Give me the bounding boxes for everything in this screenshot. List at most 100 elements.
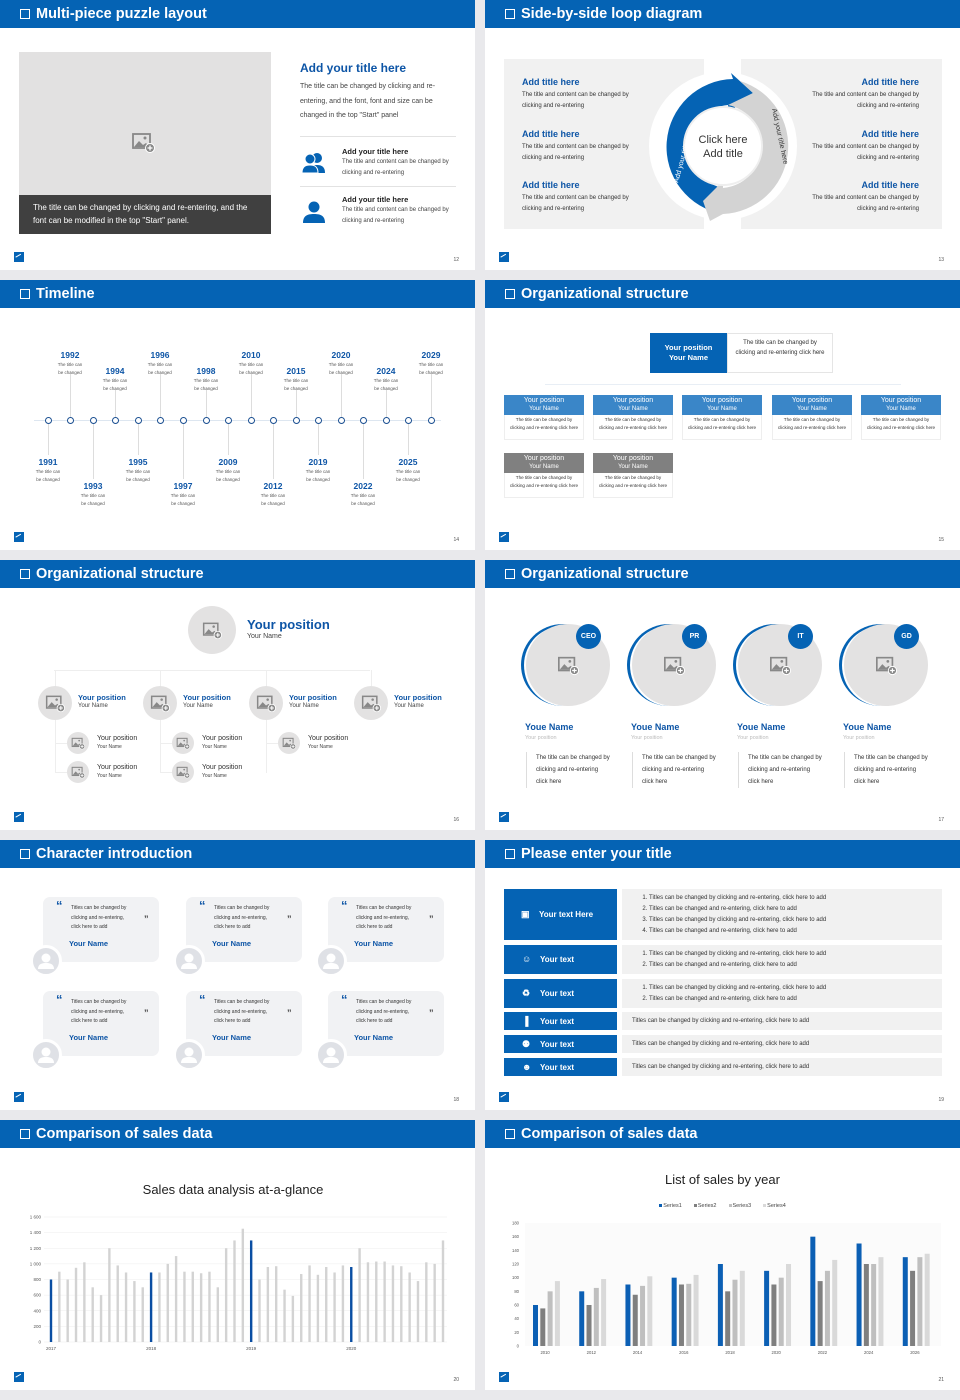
- timeline-dot[interactable]: [427, 417, 435, 424]
- x-tick-label: 2020: [772, 1350, 782, 1355]
- legend-label: Series2: [697, 1203, 717, 1209]
- y-tick-label: 1 400: [30, 1230, 42, 1235]
- image-placeholder-icon[interactable]: [131, 130, 155, 154]
- avatar[interactable]: [143, 686, 177, 720]
- image-placeholder-icon[interactable]: [557, 654, 579, 676]
- timeline-dot[interactable]: [66, 417, 74, 424]
- y-tick-label: 20: [514, 1330, 519, 1335]
- timeline-dot[interactable]: [292, 417, 300, 424]
- image-placeholder-icon[interactable]: [769, 654, 791, 676]
- image-placeholder-icon[interactable]: [202, 620, 222, 640]
- member-header[interactable]: Your position Your Name: [593, 395, 673, 415]
- timeline-dot[interactable]: [247, 417, 255, 424]
- image-placeholder-icon[interactable]: [176, 736, 190, 750]
- timeline-dot[interactable]: [224, 417, 232, 424]
- legend-swatch: [659, 1204, 663, 1207]
- quote-text: Titles can be changed by clicking and re…: [71, 905, 127, 930]
- row-label: Your text: [540, 1017, 575, 1026]
- timeline-text: The title can be changed: [238, 362, 264, 375]
- avatar[interactable]: [30, 945, 62, 977]
- timeline-year: 1991: [38, 457, 58, 467]
- image-placeholder-icon[interactable]: [663, 654, 685, 676]
- logo-icon: [14, 252, 24, 262]
- image-placeholder-icon[interactable]: [282, 736, 296, 750]
- bar: [771, 1284, 777, 1346]
- timeline-year: 2025: [398, 457, 418, 467]
- top-position-box[interactable]: Your position Your Name: [650, 333, 727, 373]
- row-label-box[interactable]: ♻ Your text: [504, 979, 617, 1008]
- member-header[interactable]: Your position Your Name: [504, 395, 584, 415]
- image-placeholder-icon[interactable]: [875, 654, 897, 676]
- timeline-connector: [296, 388, 297, 417]
- bar: [183, 1271, 186, 1342]
- image-placeholder-icon[interactable]: [361, 693, 381, 713]
- bar: [116, 1265, 119, 1342]
- timeline-dot[interactable]: [314, 417, 322, 424]
- image-placeholder-icon[interactable]: [256, 693, 276, 713]
- image-placeholder-icon[interactable]: [71, 736, 85, 750]
- bar: [49, 1279, 53, 1342]
- avatar[interactable]: [173, 945, 205, 977]
- avatar[interactable]: [315, 1039, 347, 1071]
- image-placeholder-icon[interactable]: [71, 765, 85, 779]
- center-circle: [683, 106, 763, 186]
- avatar[interactable]: [354, 686, 388, 720]
- quote-text: Titles can be changed by clicking and re…: [356, 999, 412, 1024]
- avatar[interactable]: [173, 1039, 205, 1071]
- logo-icon: [499, 1092, 509, 1102]
- avatar[interactable]: [30, 1039, 62, 1071]
- timeline-dot[interactable]: [404, 417, 412, 424]
- connector-line: [160, 670, 161, 773]
- avatar[interactable]: [249, 686, 283, 720]
- row-label-box[interactable]: ☺ Your text: [504, 945, 617, 974]
- image-placeholder[interactable]: The title can be changed by clicking and…: [19, 52, 271, 234]
- member-description: The title can be changed by clicking and…: [526, 752, 610, 788]
- member-position: Your position: [737, 735, 769, 741]
- bar: [291, 1295, 295, 1342]
- bar: [693, 1274, 699, 1346]
- timeline-dot[interactable]: [382, 417, 390, 424]
- slide-header: Please enter your title: [485, 840, 960, 868]
- slide-2: Side-by-side loop diagram 13 Add title her…: [485, 0, 960, 270]
- quote-text: Titles can be changed by clicking and re…: [356, 905, 412, 930]
- timeline-text: The title can be changed: [395, 469, 421, 482]
- member-header[interactable]: Your position Your Name: [861, 395, 941, 415]
- timeline-year: 2020: [331, 350, 351, 360]
- block-title: Add title here: [522, 128, 580, 139]
- timeline-dot[interactable]: [134, 417, 142, 424]
- member-header[interactable]: Your position Your Name: [593, 453, 673, 473]
- member-header[interactable]: Your position Your Name: [682, 395, 762, 415]
- branch-name: Your Name: [289, 703, 319, 709]
- timeline-dot[interactable]: [156, 417, 164, 424]
- timeline-dot[interactable]: [269, 417, 277, 424]
- timeline-dot[interactable]: [202, 417, 210, 424]
- timeline-dot[interactable]: [44, 417, 52, 424]
- bar: [856, 1243, 862, 1346]
- image-placeholder-icon[interactable]: [176, 765, 190, 779]
- row-label-box[interactable]: ▐ Your text: [504, 1012, 617, 1030]
- avatar[interactable]: [315, 945, 347, 977]
- bar: [408, 1272, 411, 1342]
- connector-line: [55, 743, 67, 744]
- image-placeholder-icon[interactable]: [150, 693, 170, 713]
- timeline-dot[interactable]: [337, 417, 345, 424]
- image-placeholder-icon[interactable]: [45, 693, 65, 713]
- row-label-box[interactable]: ▣ Your text Here: [504, 889, 617, 940]
- timeline-dot[interactable]: [89, 417, 97, 424]
- bar: [66, 1279, 69, 1342]
- member-header[interactable]: Your position Your Name: [772, 395, 852, 415]
- position-label: Your position: [664, 343, 713, 352]
- timeline-dot[interactable]: [179, 417, 187, 424]
- avatar[interactable]: [188, 606, 236, 654]
- x-tick-label: 2014: [633, 1350, 643, 1355]
- row-label-box[interactable]: ☻ Your text: [504, 1058, 617, 1076]
- timeline-dot[interactable]: [359, 417, 367, 424]
- member-position: Your position: [843, 735, 875, 741]
- bar: [99, 1295, 103, 1342]
- timeline-connector: [386, 388, 387, 417]
- timeline-dot[interactable]: [111, 417, 119, 424]
- block-body: The title and content can be changed by …: [522, 92, 629, 109]
- row-label-box[interactable]: ⚉ Your text: [504, 1035, 617, 1053]
- avatar[interactable]: [38, 686, 72, 720]
- member-header[interactable]: Your position Your Name: [504, 453, 584, 473]
